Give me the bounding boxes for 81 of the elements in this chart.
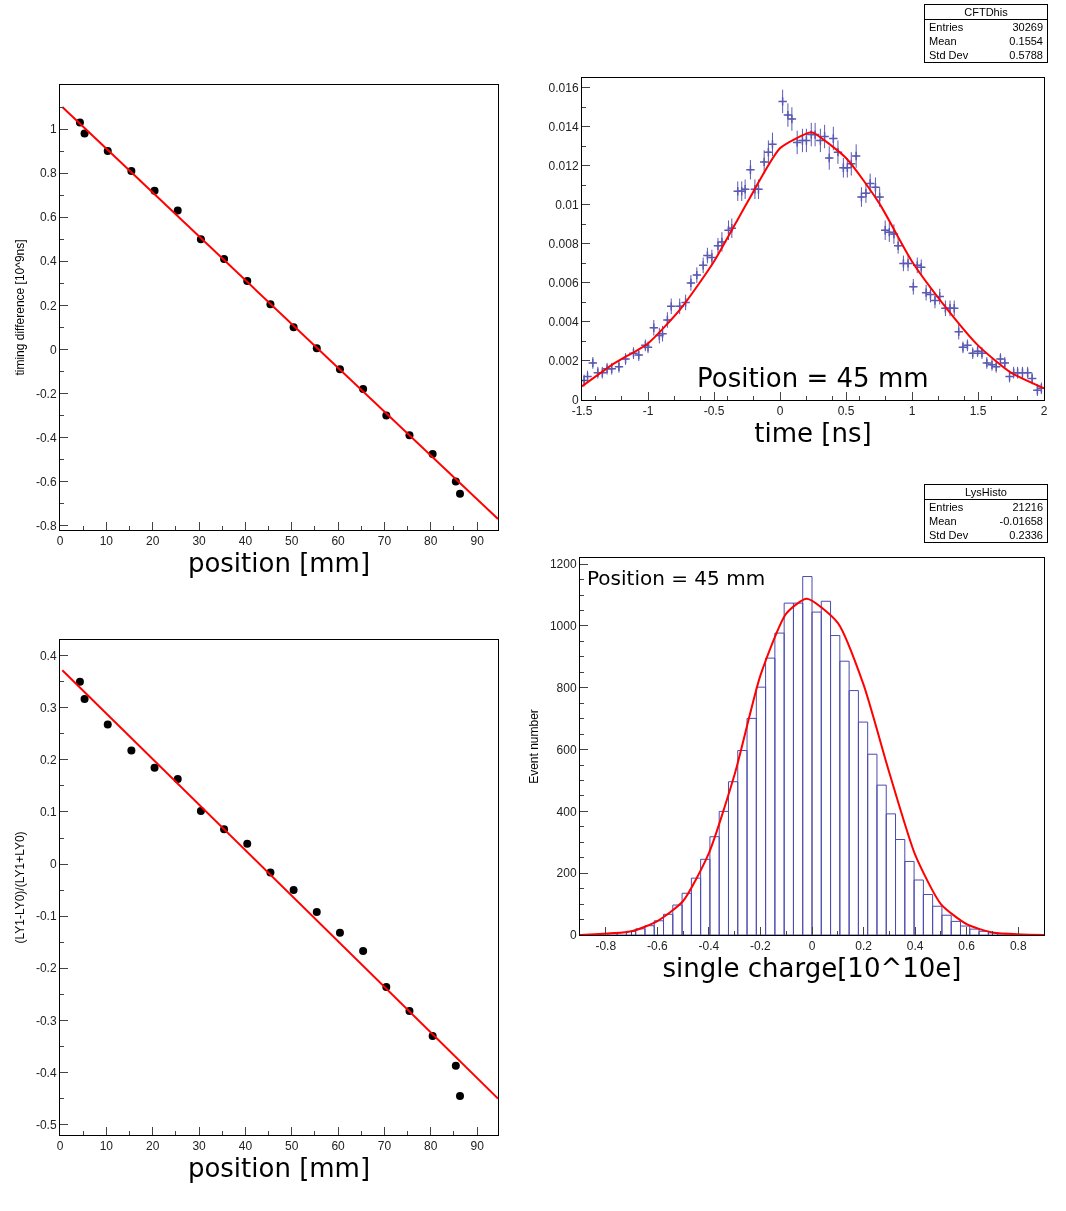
x-tick-label: 10 — [99, 1139, 114, 1154]
y-tick-label: 0.8 — [39, 166, 57, 181]
x-tick-label: 80 — [424, 1139, 438, 1154]
y-tick-label: -0.1 — [35, 909, 57, 924]
x-tick-label: 40 — [238, 534, 253, 549]
y-tick-label: 200 — [556, 866, 577, 881]
y-tick-label: 0.2 — [39, 753, 57, 768]
x-tick-label: 60 — [331, 534, 346, 549]
y-tick-label: 1 — [49, 122, 57, 137]
x-axis-title: time [ns] — [754, 418, 872, 449]
x-tick-label: 30 — [192, 534, 207, 549]
y-tick-label: 0.01 — [555, 198, 579, 213]
x-tick-label: 2 — [1040, 404, 1048, 419]
y-tick-label: 0.6 — [39, 210, 57, 225]
x-tick-label: 60 — [331, 1139, 346, 1154]
x-tick-label: 70 — [377, 534, 392, 549]
y-tick-label: 800 — [556, 680, 577, 695]
y-tick-label: 0.2 — [39, 298, 57, 313]
x-tick-label: 0.4 — [906, 939, 924, 954]
x-axis-title: single charge[10^10e] — [662, 953, 962, 984]
y-tick-label: -0.3 — [35, 1013, 57, 1028]
y-tick-label: 0.016 — [548, 80, 579, 95]
y-tick-label: 0.1 — [39, 805, 57, 820]
x-tick-label: -1.5 — [571, 404, 593, 419]
x-tick-label: 20 — [146, 1139, 160, 1154]
y-tick-label: -0.8 — [35, 518, 57, 533]
annotation: Position = 45 mm — [587, 566, 766, 590]
x-tick-label: -0.5 — [703, 404, 725, 419]
x-tick-label: 40 — [238, 1139, 253, 1154]
x-tick-label: 50 — [285, 534, 299, 549]
y-tick-label: 0.006 — [548, 276, 579, 291]
y-tick-label: 600 — [556, 742, 577, 757]
x-tick-label: 0 — [776, 404, 784, 419]
y-tick-label: -0.5 — [35, 1117, 57, 1132]
stats-table: CFTDhis Entries 30269 Mean 0.1554 Std Dev 0.5788 — [924, 4, 1048, 63]
x-tick-label: -0.4 — [698, 939, 720, 954]
x-tick-label: 0.5 — [837, 404, 855, 419]
x-tick-label: 90 — [470, 534, 485, 549]
y-tick-label: 0 — [49, 857, 57, 872]
x-tick-label: 50 — [285, 1139, 299, 1154]
y-tick-label: 0.008 — [548, 237, 579, 252]
y-tick-label: 0.004 — [548, 315, 579, 330]
x-tick-label: 0 — [808, 939, 816, 954]
y-axis-title: timing difference [10^9ns] — [13, 239, 28, 376]
x-tick-label: 0.6 — [958, 939, 976, 954]
x-tick-label: 30 — [192, 1139, 207, 1154]
y-tick-label: 0.4 — [39, 254, 57, 269]
y-tick-label: 1000 — [549, 619, 577, 634]
y-tick-label: 0.002 — [548, 354, 579, 369]
y-tick-label: 0.3 — [39, 700, 57, 715]
x-tick-label: 80 — [424, 534, 438, 549]
x-tick-label: -0.6 — [646, 939, 668, 954]
y-tick-label: 400 — [556, 804, 577, 819]
x-tick-label: 10 — [99, 534, 114, 549]
y-tick-label: -0.4 — [35, 430, 57, 445]
x-tick-label: -0.8 — [595, 939, 617, 954]
y-tick-label: -0.2 — [35, 961, 57, 976]
x-tick-label: 90 — [470, 1139, 485, 1154]
y-tick-label: 0.014 — [548, 119, 579, 134]
x-tick-label: 0.8 — [1009, 939, 1027, 954]
x-tick-label: 70 — [377, 1139, 392, 1154]
y-tick-label: 0 — [569, 928, 577, 943]
x-tick-label: 1 — [908, 404, 916, 419]
x-tick-label: 1.5 — [969, 404, 987, 419]
x-tick-label: -1 — [642, 404, 654, 419]
x-tick-label: -0.2 — [750, 939, 772, 954]
y-tick-label: -0.2 — [35, 386, 57, 401]
x-tick-label: 20 — [146, 534, 160, 549]
y-axis-title: Event number — [527, 709, 542, 784]
x-axis-title: position [mm] — [187, 1153, 371, 1184]
y-tick-label: -0.6 — [35, 474, 57, 489]
y-tick-label: 0.4 — [39, 648, 57, 663]
stats-table: LysHisto Entries 21216 Mean -0.01658 Std Dev 0.2336 — [924, 484, 1048, 543]
y-axis-title: (LY1-LY0)/(LY1+LY0) — [13, 831, 28, 944]
y-tick-label: 1200 — [549, 557, 577, 572]
x-axis-title: position [mm] — [187, 548, 371, 579]
y-tick-label: 0 — [49, 342, 57, 357]
annotation: Position = 45 mm — [697, 363, 929, 393]
y-tick-label: -0.4 — [35, 1065, 57, 1080]
y-tick-label: 0.012 — [548, 159, 579, 174]
x-tick-label: 0.2 — [855, 939, 873, 954]
